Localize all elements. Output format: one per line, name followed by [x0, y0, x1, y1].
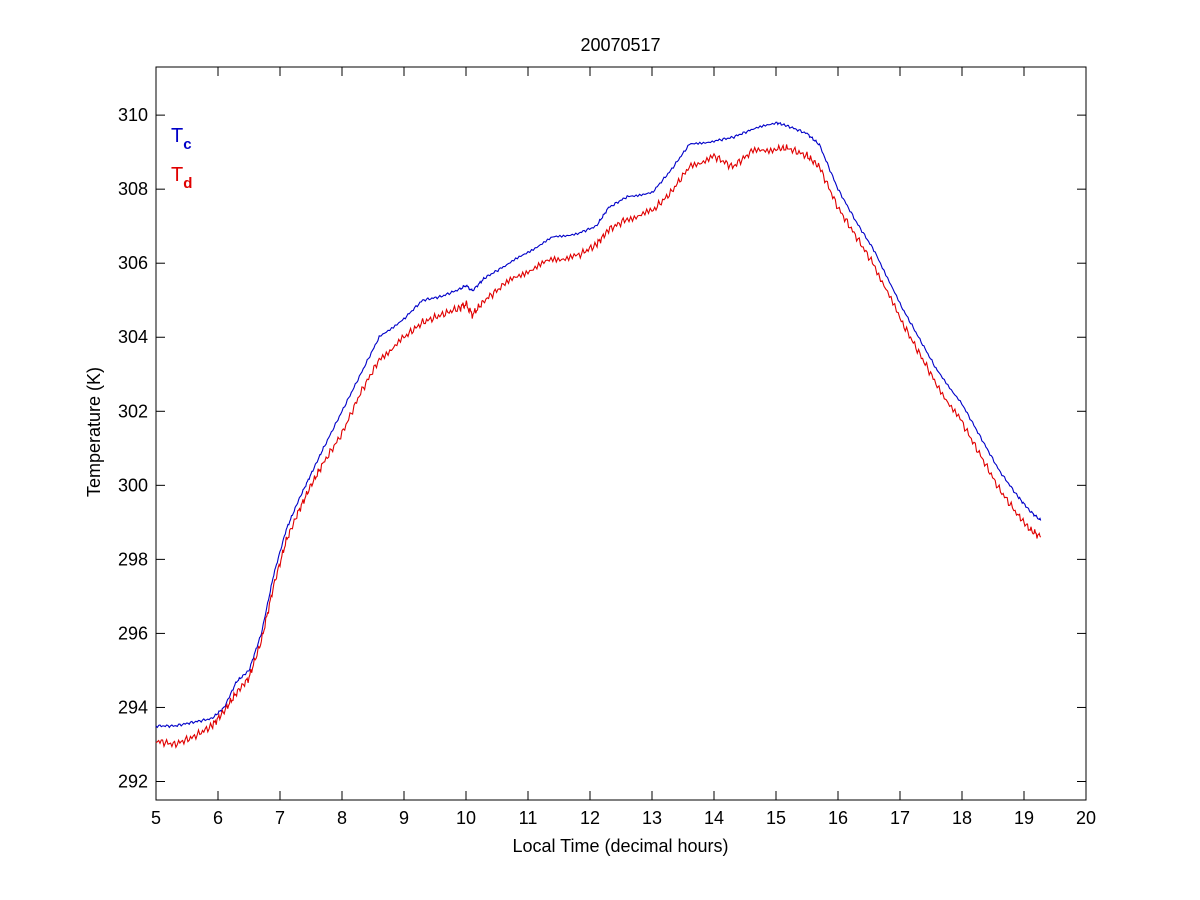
- series-line-td: [155, 143, 1042, 749]
- y-tick-label: 300: [118, 475, 148, 495]
- x-tick-label: 17: [890, 808, 910, 828]
- chart-title: 20070517: [580, 35, 660, 55]
- legend-entry-td: Td: [171, 164, 192, 192]
- x-tick-label: 18: [952, 808, 972, 828]
- y-tick-label: 292: [118, 771, 148, 791]
- x-tick-label: 11: [519, 808, 538, 828]
- y-tick-label: 304: [118, 327, 148, 347]
- plot-area: 5 6 7 8 9 10 11 12 13 14 15 16 17 18 19 20 292 294 296 298 3…: [118, 66, 1096, 828]
- y-tick-label: 294: [118, 697, 148, 717]
- x-tick-label: 16: [828, 808, 848, 828]
- legend-entry-tc: Tc: [171, 125, 192, 153]
- y-tick-label: 306: [118, 253, 148, 273]
- x-tick-label: 6: [213, 808, 223, 828]
- x-tick-label: 20: [1076, 808, 1096, 828]
- x-tick-label: 14: [704, 808, 724, 828]
- y-tick-label: 298: [118, 549, 148, 569]
- y-tick-label: 296: [118, 623, 148, 643]
- x-axis-label: Local Time (decimal hours): [512, 836, 728, 856]
- x-tick-label: 15: [766, 808, 786, 828]
- legend-symbol: T: [171, 125, 183, 147]
- y-tick-label: 308: [118, 179, 148, 199]
- x-tick-label: 10: [456, 808, 476, 828]
- legend-subscript: d: [183, 175, 192, 192]
- series-line-tc: [155, 121, 1042, 729]
- axes-frame: [155, 66, 1087, 801]
- x-tick-label: 19: [1014, 808, 1034, 828]
- x-tick-label: 5: [151, 808, 161, 828]
- x-tick-label: 12: [580, 808, 600, 828]
- x-tick-label: 7: [275, 808, 285, 828]
- y-tick-label: 310: [118, 105, 148, 125]
- y-tick-label: 302: [118, 401, 148, 421]
- x-tick-label: 8: [337, 808, 347, 828]
- x-tick-label: 13: [642, 808, 662, 828]
- x-tick-label: 9: [399, 808, 409, 828]
- legend-symbol: T: [171, 164, 183, 186]
- y-axis-label: Temperature (K): [84, 367, 104, 497]
- legend-subscript: c: [183, 136, 191, 153]
